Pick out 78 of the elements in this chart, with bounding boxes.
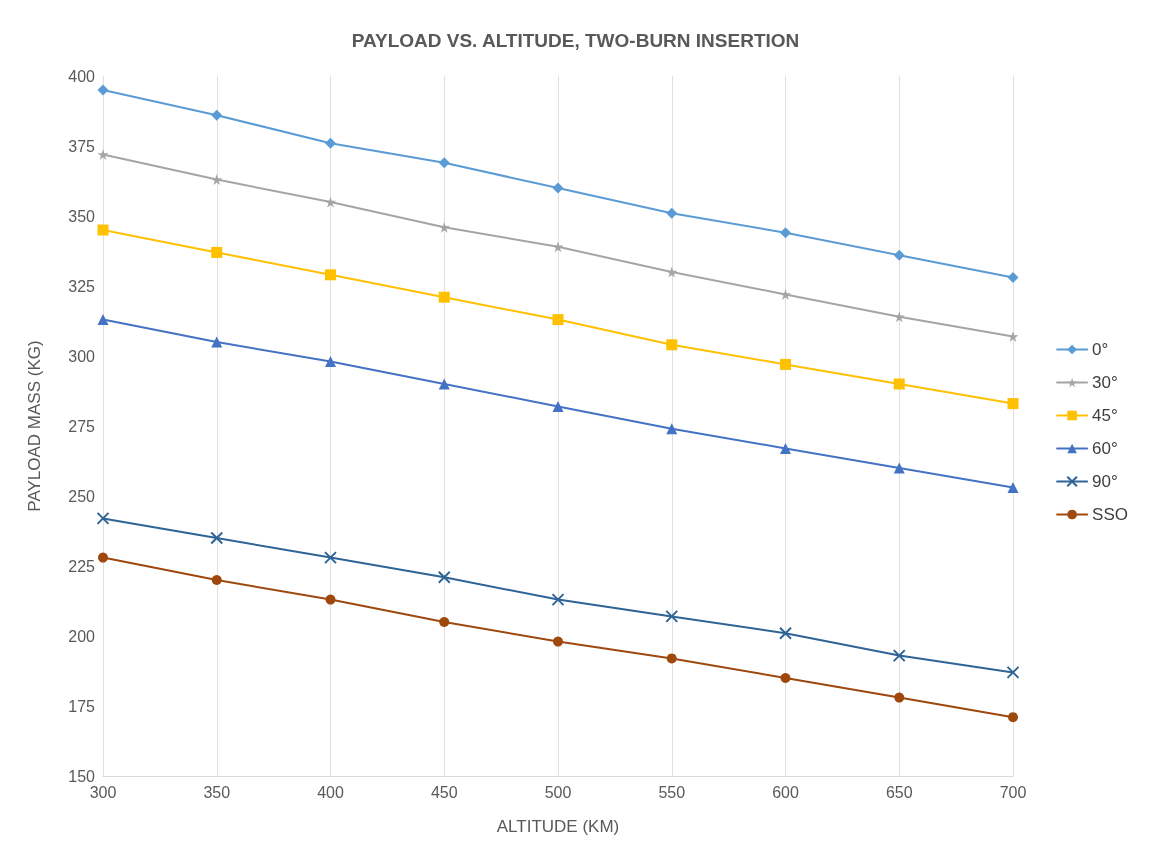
point [97,148,109,160]
point [665,609,679,623]
y-tick-label: 175 [68,697,96,715]
point [211,575,222,585]
point [325,269,336,281]
point [210,531,224,545]
point [666,339,678,351]
legend-label: 0° [1092,340,1109,359]
legend-label: 90° [1092,472,1118,491]
point [893,378,905,390]
point [97,224,109,236]
x-tick-label: 550 [658,783,686,801]
point [666,207,678,219]
point [211,246,223,258]
point [211,336,223,348]
point [438,291,450,303]
x-tick-label: 600 [772,783,799,801]
x-tick-label: 650 [885,783,913,801]
point [780,358,791,370]
point [666,423,678,435]
point [325,594,336,605]
y-tick-label: 225 [68,557,96,575]
point [325,137,336,149]
point [893,249,905,261]
x-tick-label: 350 [203,783,231,801]
x-tick-label: 450 [430,783,458,801]
point [780,227,791,239]
y-axis-title: PAYLOAD MASS (KG) [25,340,44,512]
point [1006,665,1020,679]
point [98,552,108,563]
x-tick-label: 500 [544,783,572,801]
y-tick-label: 375 [68,137,96,155]
point [552,182,564,194]
point [1007,272,1019,284]
point [325,196,336,208]
point [553,636,563,647]
y-tick-label: 350 [68,207,96,225]
x-axis-title: ALTITUDE (KM) [496,817,620,836]
point [552,400,564,412]
point [439,617,450,627]
point [1007,398,1019,410]
point [894,692,905,703]
y-tick-label: 150 [68,767,96,785]
point [438,378,450,390]
point [666,653,677,664]
point [1008,712,1018,723]
legend-label: 60° [1092,439,1118,458]
point [780,288,791,300]
legend-label: 45° [1092,406,1118,425]
point [893,462,905,474]
y-tick-label: 200 [68,627,96,645]
point [552,314,564,326]
point [780,442,791,454]
point [779,626,792,640]
point [211,109,223,121]
point [780,673,791,683]
point [324,551,337,565]
point [211,174,223,186]
point [551,593,565,607]
x-tick-label: 300 [89,783,117,801]
y-tick-label: 400 [68,67,96,85]
point [438,157,450,169]
y-tick-label: 325 [68,277,96,295]
y-tick-label: 275 [68,417,96,435]
point [437,570,451,584]
x-tick-label: 700 [999,783,1027,801]
point [97,314,109,326]
legend-label: 30° [1092,373,1118,392]
point [1007,482,1019,494]
point [97,84,109,96]
y-tick-label: 300 [68,347,96,365]
point [892,649,906,663]
chart-title: PAYLOAD VS. ALTITUDE, TWO-BURN INSERTION [351,30,800,51]
legend-label: SSO [1092,505,1129,524]
x-tick-label: 400 [317,783,344,801]
point [325,356,336,368]
y-tick-label: 250 [68,487,96,505]
point [96,511,110,525]
